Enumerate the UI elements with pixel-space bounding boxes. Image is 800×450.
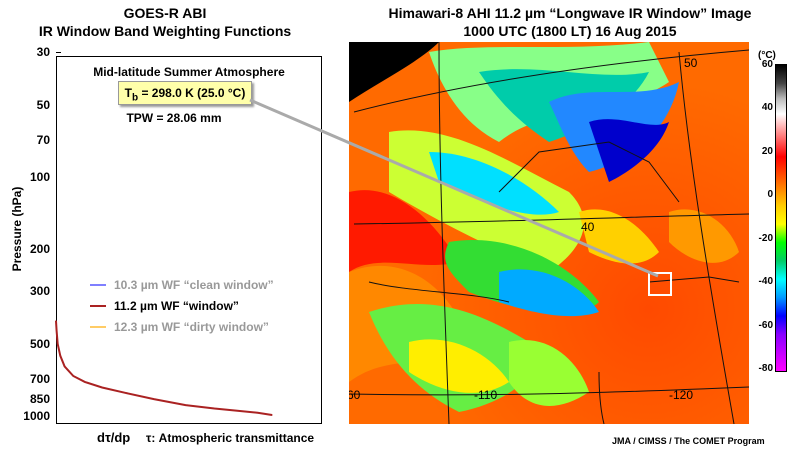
right-title-line2: 1000 UTC (1800 LT) 16 Aug 2015: [463, 23, 677, 39]
data-point: [271, 414, 273, 416]
right-title-line1: Himawari-8 AHI 11.2 µm “Longwave IR Wind…: [388, 5, 752, 21]
left-title-line2: IR Window Band Weighting Functions: [38, 23, 292, 39]
brightness-temperature-box: Tb = 298.0 K (25.0 °C): [118, 81, 252, 105]
data-point: [153, 398, 155, 400]
legend-swatch-window: [90, 305, 106, 307]
colorbar-unit: (°C): [758, 50, 776, 61]
data-point: [72, 375, 74, 377]
y-tick-mark: [56, 52, 61, 53]
data-point: [124, 392, 126, 394]
colorbar-tick-label: 60: [761, 59, 773, 70]
y-tick-label: 500: [29, 337, 50, 352]
right-title: Himawari-8 AHI 11.2 µm “Longwave IR Wind…: [350, 4, 790, 40]
data-point: [59, 355, 61, 357]
weighting-function-layer: [55, 320, 273, 416]
data-point: [236, 410, 238, 412]
y-tick-label: 1000: [23, 409, 50, 423]
data-point: [185, 404, 187, 406]
lat-label-60: 60: [349, 388, 361, 402]
legend-label-clean: 10.3 µm WF “clean window”: [114, 278, 274, 292]
legend-swatch-clean: [90, 284, 106, 286]
tb-subscript: b: [132, 92, 139, 104]
left-title: GOES-R ABI IR Window Band Weighting Func…: [0, 4, 330, 40]
x-axis-desc: τ: Atmospheric transmittance: [146, 431, 315, 445]
legend-item-clean: 10.3 µm WF “clean window”: [90, 278, 274, 292]
legend-label-dirty: 12.3 µm WF “dirty window”: [114, 320, 269, 334]
data-point: [55, 320, 57, 322]
y-tick-label: 700: [29, 371, 50, 386]
legend-label-window: 11.2 µm WF “window”: [114, 299, 239, 313]
lon-label-110: -110: [474, 388, 497, 402]
tb-value: = 298.0 K (25.0 °C): [138, 86, 246, 100]
pixel-box: [648, 272, 672, 296]
satellite-image: 50 40 -110 -120 60: [349, 42, 749, 424]
tb-symbol: T: [124, 86, 133, 100]
data-point: [56, 330, 58, 332]
legend-item-window: 11.2 µm WF “window”: [90, 299, 239, 313]
data-point: [84, 381, 86, 383]
atmosphere-label: Mid-latitude Summer Atmosphere: [93, 65, 285, 79]
left-title-line1: GOES-R ABI: [123, 5, 207, 21]
data-point: [64, 365, 66, 367]
colorbar: [775, 64, 787, 372]
y-tick-label: 200: [29, 241, 50, 256]
callout-line: [249, 98, 659, 278]
colorbar-tick-label: 20: [761, 145, 773, 157]
colorbar-tick-label: -40: [758, 276, 773, 288]
lat-label-40: 40: [581, 220, 595, 234]
data-point: [213, 407, 215, 410]
y-tick-label: 30: [36, 45, 50, 59]
lon-label-120: -120: [669, 388, 693, 402]
x-axis-label: dτ/dp: [97, 430, 131, 445]
y-tick-label: 50: [36, 98, 50, 113]
data-point: [101, 386, 103, 389]
tpw-label: TPW = 28.06 mm: [126, 111, 222, 125]
colorbar-tick-label: 40: [761, 102, 773, 114]
y-tick-label: 850: [29, 392, 50, 407]
colorbar-tick-label: -80: [758, 363, 773, 374]
plot-area: [56, 56, 322, 424]
data-point: [257, 412, 259, 414]
colorbar-tick-label: 0: [767, 189, 773, 201]
y-tick-label: 300: [29, 284, 50, 299]
credit-label: JMA / CIMSS / The COMET Program: [612, 436, 765, 446]
y-tick-label: 100: [29, 169, 50, 184]
data-point: [57, 343, 59, 345]
legend-swatch-dirty: [90, 326, 106, 328]
colorbar-tick-label: -60: [758, 319, 773, 331]
lat-label-50: 50: [684, 56, 698, 70]
series-line: [55, 320, 273, 416]
legend-item-dirty: 12.3 µm WF “dirty window”: [90, 320, 269, 334]
colorbar-tick-label: -20: [758, 232, 773, 244]
y-tick-label: 70: [36, 132, 50, 147]
